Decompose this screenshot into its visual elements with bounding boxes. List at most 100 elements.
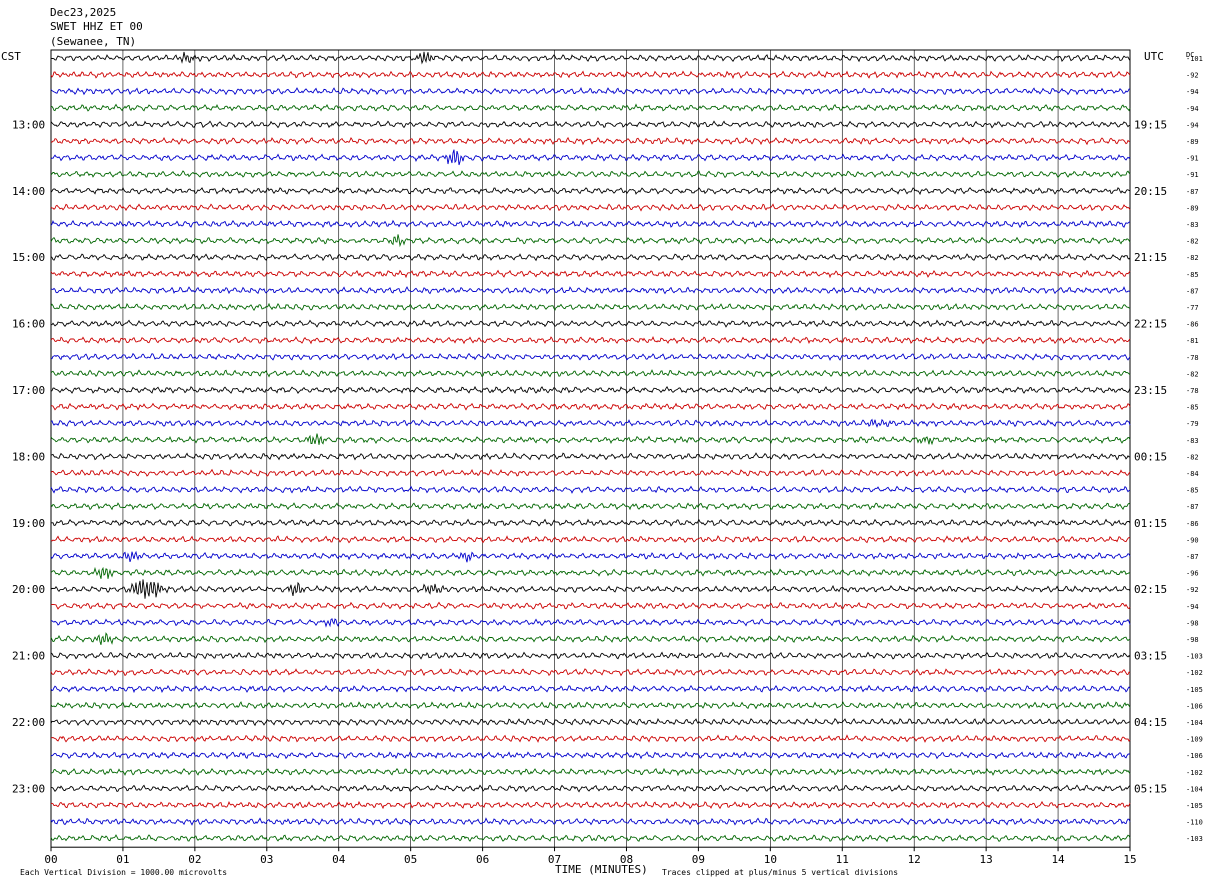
trace-line — [50, 717, 1130, 727]
dc-offset-value: -78 — [1186, 387, 1199, 395]
dc-offset-value: -91 — [1186, 171, 1199, 179]
dc-offset-value: -103 — [1186, 653, 1203, 661]
dc-offset-value: -92 — [1186, 72, 1199, 80]
dc-offset-value: -109 — [1186, 736, 1203, 744]
dc-offset-value: -103 — [1186, 835, 1203, 843]
trace-line — [50, 668, 1131, 677]
dc-offset-value: -89 — [1186, 204, 1199, 212]
dc-offset-column: -101 -92 -94 -94 -94 -89 -91 -91 -87 -89 -83 -82 -82… — [1186, 55, 1203, 843]
dc-offset-value: -82 — [1186, 453, 1199, 461]
trace-line — [50, 120, 1131, 129]
hour-label-left: 20:00 — [12, 583, 45, 596]
trace-line — [50, 452, 1131, 461]
trace-line — [50, 684, 1131, 694]
dc-offset-value: -94 — [1186, 121, 1199, 129]
hour-label-left: 13:00 — [12, 118, 45, 131]
trace-line — [51, 618, 1131, 628]
hour-label-right: 03:15 — [1134, 650, 1167, 663]
trace-line — [50, 219, 1131, 229]
dc-offset-value: -110 — [1186, 819, 1203, 827]
dc-offset-value: -82 — [1186, 238, 1199, 246]
x-tick-label: 06 — [476, 853, 489, 866]
time-grid — [50, 49, 1131, 848]
hour-label-right: 05:15 — [1134, 782, 1167, 795]
trace-line — [50, 433, 1131, 446]
x-tick-label: 00 — [44, 853, 57, 866]
trace-line — [50, 51, 1131, 65]
trace-line — [50, 319, 1131, 328]
trace-line — [50, 170, 1131, 179]
dc-offset-value: -106 — [1186, 702, 1203, 710]
dc-offset-value: -83 — [1186, 221, 1199, 229]
dc-offset-value: -84 — [1186, 470, 1199, 478]
dc-offset-value: -85 — [1186, 487, 1199, 495]
dc-offset-value: -87 — [1186, 553, 1199, 561]
chart-date: Dec23,2025 — [50, 6, 116, 19]
dc-offset-value: -79 — [1186, 420, 1199, 428]
dc-offset-value: -89 — [1186, 138, 1199, 146]
trace-line — [50, 485, 1131, 494]
dc-offset-value: -86 — [1186, 321, 1199, 329]
hour-label-left: 14:00 — [12, 185, 45, 198]
trace-line — [50, 70, 1131, 80]
trace-line — [50, 601, 1131, 611]
x-axis-label: TIME (MINUTES) — [555, 863, 648, 876]
trace-line — [51, 518, 1131, 527]
dc-offset-value: -87 — [1186, 287, 1199, 295]
hour-label-right: 02:15 — [1134, 583, 1167, 596]
dc-offset-value: -98 — [1186, 619, 1199, 627]
x-tick-label: 04 — [332, 853, 346, 866]
dc-offset-value: -82 — [1186, 370, 1199, 378]
x-tick-label: 13 — [980, 853, 993, 866]
trace-line — [50, 103, 1131, 112]
hour-label-left: 22:00 — [12, 716, 45, 729]
hour-label-right: 01:15 — [1134, 517, 1167, 530]
trace-line — [50, 336, 1131, 345]
x-tick-label: 03 — [260, 853, 273, 866]
dc-offset-value: -98 — [1186, 636, 1199, 644]
footer-scale-note: Each Vertical Division = 1000.00 microvo… — [20, 868, 227, 877]
trace-line — [50, 701, 1131, 710]
hour-label-right: 23:15 — [1134, 384, 1167, 397]
trace-line — [50, 734, 1131, 743]
trace-line — [50, 800, 1131, 810]
trace-line — [50, 136, 1131, 146]
trace-line — [50, 402, 1131, 411]
trace-line — [50, 385, 1131, 395]
x-tick-label: 07 — [548, 853, 561, 866]
trace-line — [50, 579, 1131, 599]
right-timezone-label: UTC — [1144, 50, 1164, 63]
hour-label-left: 16:00 — [12, 318, 45, 331]
hour-label-right: 20:15 — [1134, 185, 1167, 198]
dc-offset-value: -106 — [1186, 752, 1203, 760]
hour-labels-left: 13:00 14:00 15:00 16:00 17:00 18:00 19:00 20:00… — [12, 118, 45, 795]
dc-offset-value: -83 — [1186, 437, 1199, 445]
trace-line — [50, 651, 1131, 660]
trace-line — [50, 767, 1131, 777]
dc-label: DC — [1186, 51, 1194, 59]
trace-line — [50, 269, 1131, 279]
hour-label-right: 00:15 — [1134, 450, 1167, 463]
trace-line — [50, 286, 1131, 295]
trace-line — [50, 418, 1131, 428]
dc-offset-value: -104 — [1186, 719, 1203, 727]
dc-offset-value: -90 — [1186, 536, 1199, 544]
hour-label-right: 19:15 — [1134, 118, 1167, 131]
hour-label-left: 15:00 — [12, 251, 45, 264]
trace-line — [50, 369, 1131, 378]
trace-line — [50, 751, 1131, 760]
hour-label-left: 21:00 — [12, 650, 45, 663]
trace-line — [50, 302, 1131, 312]
hour-label-left: 17:00 — [12, 384, 45, 397]
dc-offset-value: -77 — [1186, 304, 1199, 312]
hour-label-right: 22:15 — [1134, 318, 1167, 331]
x-tick-label: 02 — [188, 853, 201, 866]
trace-line — [50, 550, 1131, 563]
dc-offset-value: -87 — [1186, 503, 1199, 511]
dc-offset-value: -85 — [1186, 271, 1199, 279]
x-tick-label: 15 — [1123, 853, 1136, 866]
seismic-traces — [50, 51, 1131, 843]
hour-label-left: 18:00 — [12, 450, 45, 463]
dc-offset-value: -82 — [1186, 254, 1199, 262]
